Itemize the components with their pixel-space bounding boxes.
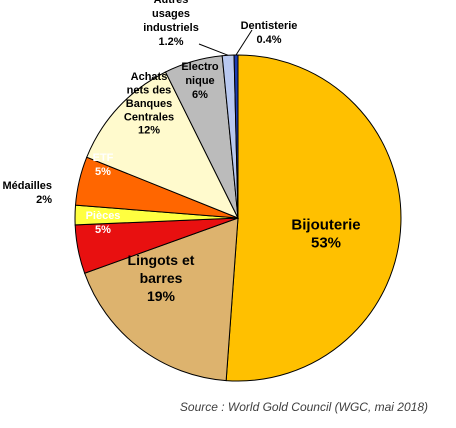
slice-name: usages bbox=[152, 8, 190, 20]
pie-slice-bijouterie bbox=[225, 54, 402, 382]
slice-name: Electro bbox=[181, 61, 219, 73]
slice-percent: 5% bbox=[95, 224, 111, 236]
slice-name: industriels bbox=[143, 22, 199, 34]
slice-label: ETF 5% bbox=[93, 152, 114, 178]
slice-label: Médailles 2% bbox=[2, 180, 52, 206]
slice-percent: 2% bbox=[36, 194, 52, 206]
pie-slice-lingots-et-barres bbox=[83, 217, 239, 382]
slice-name: Bijouterie bbox=[291, 216, 360, 233]
slice-name: Achats bbox=[131, 71, 168, 83]
pie-slices bbox=[74, 54, 402, 382]
slice-label: Pièces 5% bbox=[86, 210, 121, 236]
slice-name: nique bbox=[185, 75, 214, 87]
slice-percent: 12% bbox=[138, 125, 160, 137]
slice-name: Lingots et bbox=[128, 252, 195, 268]
slice-label: Electro nique 6% bbox=[181, 61, 219, 101]
slice-name: Banques bbox=[126, 98, 172, 110]
slice-label: Bijouterie 53% bbox=[291, 216, 360, 251]
slice-name: barres bbox=[140, 270, 183, 286]
source-note: Source : World Gold Council (WGC, mai 20… bbox=[180, 400, 428, 414]
pie-slice-achats-nets-des-banques-centrales bbox=[86, 71, 240, 219]
slice-label: Dentisterie 0.4% bbox=[241, 20, 298, 46]
slice-percent: 19% bbox=[147, 288, 176, 304]
leader-line bbox=[235, 29, 253, 56]
slice-percent: 0.4% bbox=[256, 34, 281, 46]
slice-name: Pièces bbox=[86, 210, 121, 222]
slice-name: Autres bbox=[154, 0, 189, 6]
slice-percent: 1.2% bbox=[158, 36, 183, 48]
slice-name: ETF bbox=[93, 152, 114, 164]
slice-name: Médailles bbox=[2, 180, 52, 192]
leader-line bbox=[198, 43, 229, 56]
slice-percent: 5% bbox=[95, 166, 111, 178]
slice-label: Achats nets des Banques Centrales 12% bbox=[124, 71, 174, 137]
slice-label: Lingots et barres 19% bbox=[128, 252, 195, 304]
slice-percent: 53% bbox=[311, 234, 341, 251]
slice-label: Autres usages industriels 1.2% bbox=[143, 0, 199, 48]
slice-name: Centrales bbox=[124, 111, 174, 123]
slice-name: Dentisterie bbox=[241, 20, 298, 32]
slice-name: nets des bbox=[127, 85, 172, 97]
slice-percent: 6% bbox=[192, 89, 208, 101]
pie-labels: Bijouterie 53% Lingots et barres 19% Pièces 5%… bbox=[2, 0, 360, 304]
